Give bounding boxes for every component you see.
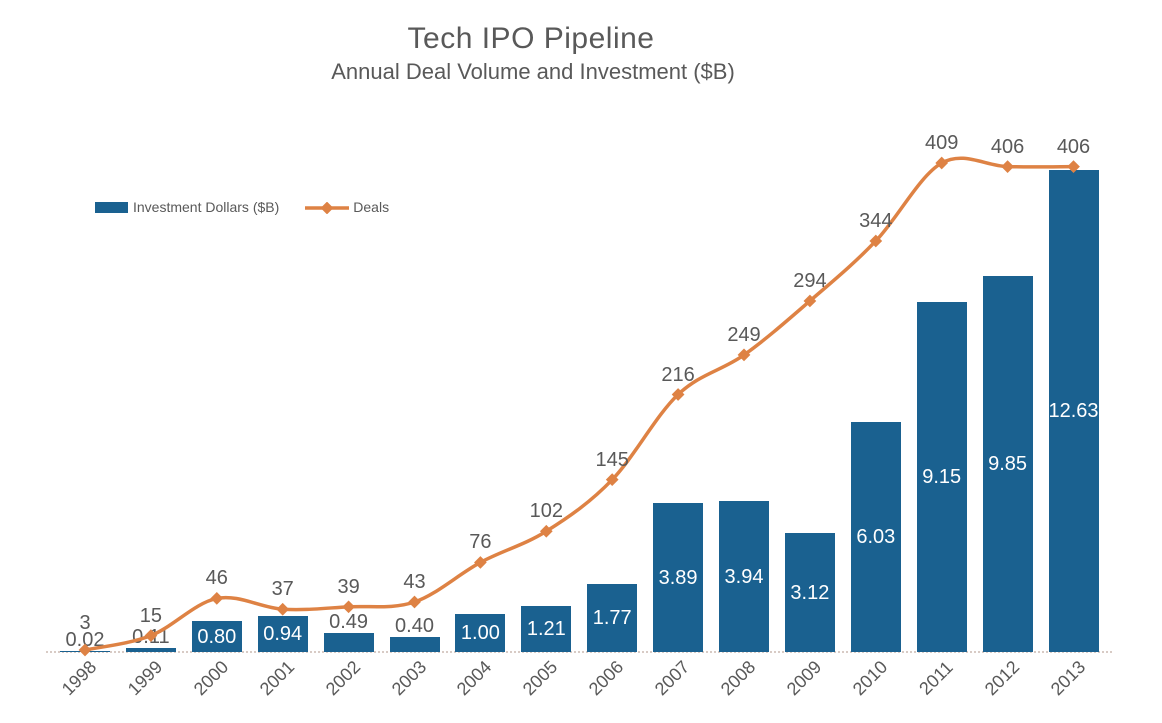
bar-value-label: 0.40 [395,615,434,637]
deals-value-label: 406 [1056,135,1091,158]
bar [521,606,572,652]
bar-value-label: 1.21 [526,618,566,640]
bar-value-label: 9.15 [922,466,962,488]
deals-marker-diamond-icon [408,595,421,609]
bar-value-label: 0.94 [263,623,303,645]
bar [257,616,308,652]
deals-series-marker-icon [305,201,350,215]
deals-marker-diamond-icon [342,600,355,614]
bar [1048,170,1099,652]
deals-value-label: 43 [403,571,426,594]
deals-value-label: 39 [337,575,360,598]
deals-marker-diamond-icon [210,592,224,605]
deals-value-label: 15 [139,604,163,627]
legend-label-investment: Investment Dollars ($B) [133,199,280,215]
deals-value-label: 46 [205,567,228,590]
investment-series-swatch [95,201,128,213]
x-axis-baseline [46,651,1112,653]
legend: Investment Dollars ($B) Deals [95,199,389,215]
deals-value-label: 102 [529,500,563,523]
bar [389,637,440,652]
bar [191,621,242,652]
bar-value-label: 9.85 [988,453,1028,475]
deals-value-label: 344 [859,209,893,232]
bar-value-label: 3.94 [724,565,764,588]
bar-value-label: 1.77 [592,607,632,629]
bar-value-label: 3.89 [658,566,698,589]
chart-subtitle: Annual Deal Volume and Investment ($B) [331,59,735,84]
deals-value-label: 76 [469,531,492,554]
bar [982,276,1033,652]
deals-marker-diamond-icon [144,629,158,642]
bar [125,648,176,652]
bar [587,584,638,652]
deals-value-label: 409 [925,132,959,154]
deals-value-label: 406 [990,135,1025,158]
deals-value-label: 37 [271,578,294,601]
deals-marker-diamond-icon [1001,160,1014,173]
bar-value-label: 0.80 [197,625,237,648]
bar [719,501,769,652]
bar [653,503,704,652]
legend-label-deals: Deals [353,199,390,215]
deals-marker-diamond-icon [276,602,290,616]
bar [784,533,835,652]
bar-value-label: 3.12 [790,581,830,604]
deals-value-label: 145 [595,448,629,471]
bar [916,302,967,652]
deals-value-label: 249 [727,323,761,346]
deals-value-label: 294 [793,269,827,292]
bar-value-label: 1.00 [460,622,500,644]
deals-line [84,156,1074,652]
legend-deals-line-icon [305,201,350,215]
bar-value-label: 12.63 [1048,400,1099,422]
bar-value-label: 6.03 [856,526,896,548]
deals-value-label: 3 [79,612,91,634]
bar-value-label: 0.49 [329,611,369,633]
bar [323,633,374,652]
deals-value-label: 216 [661,363,695,386]
bar [455,614,506,652]
bar [850,422,901,652]
bar-value-label: 0.02 [65,629,105,651]
chart-title: Tech IPO Pipeline [407,22,655,55]
deals-marker-diamond-icon [1067,160,1080,173]
